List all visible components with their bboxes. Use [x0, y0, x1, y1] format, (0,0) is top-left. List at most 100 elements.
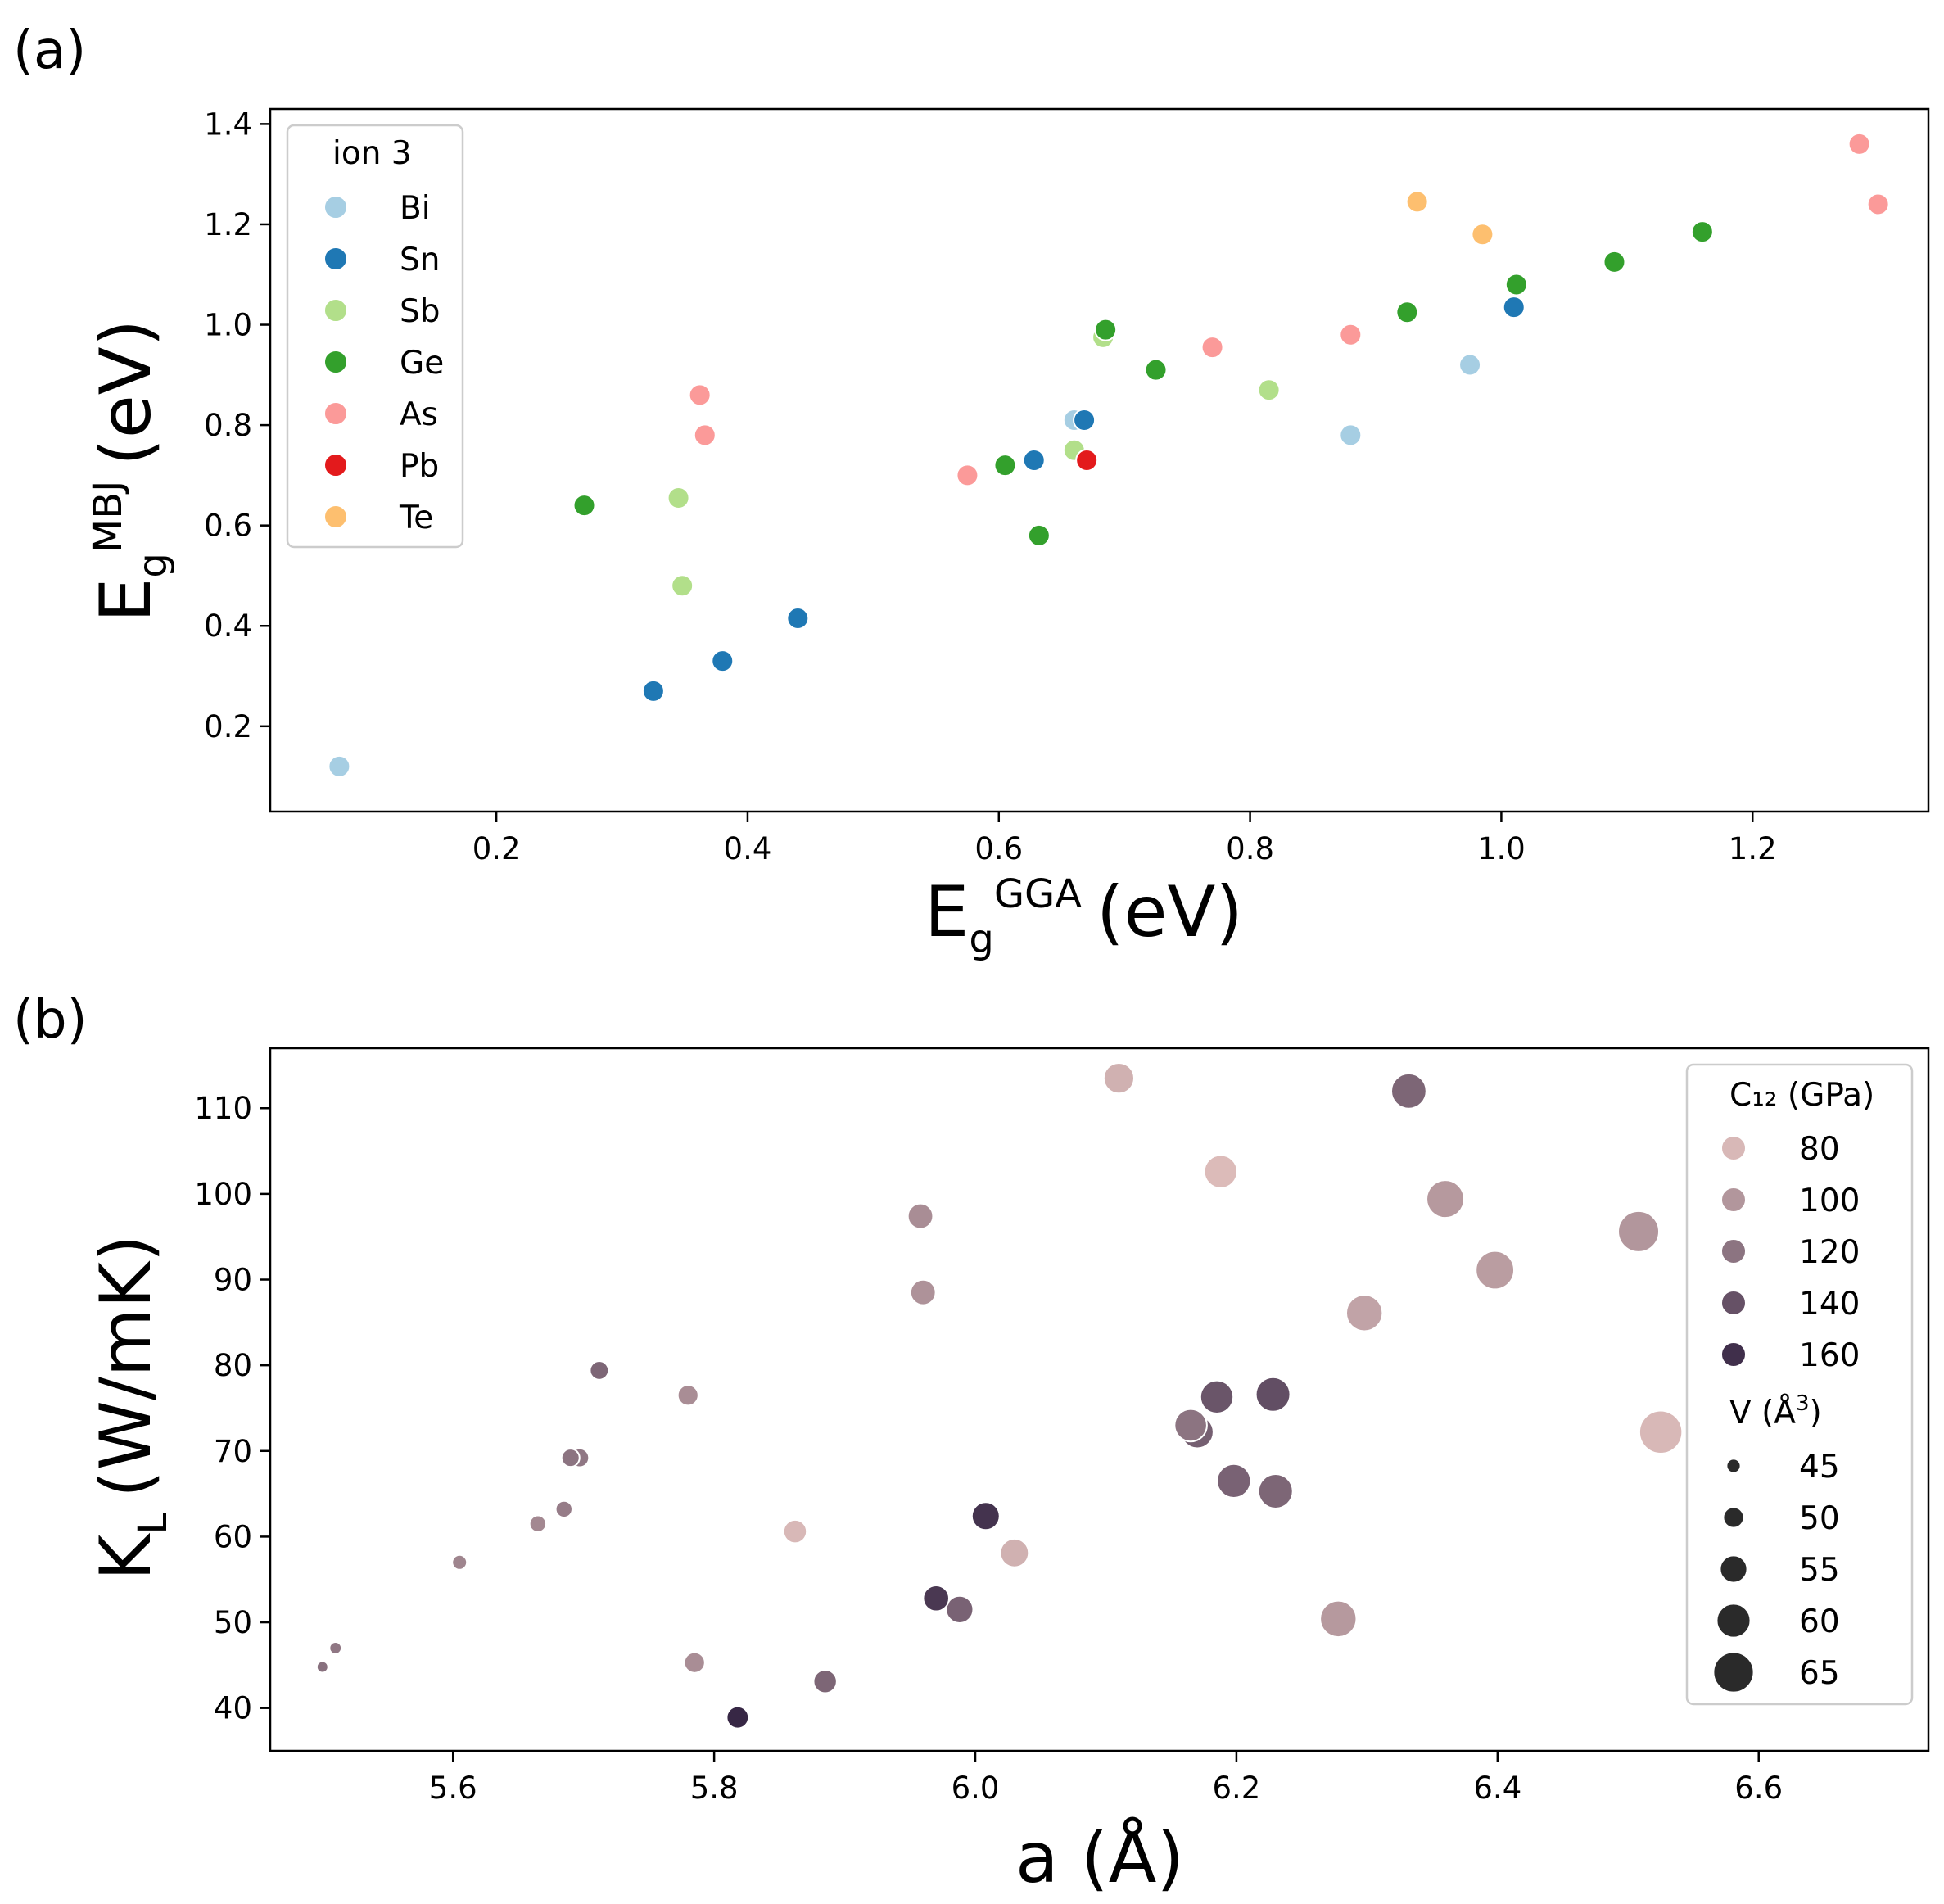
point-as	[1866, 192, 1890, 216]
panel-a-x-ticks: 0.2 0.4 0.6 0.8 1.0 1.2	[472, 812, 1777, 866]
panel-a-legend-title: ion 3	[332, 135, 412, 172]
panel-a-ylabel-base: E	[85, 578, 167, 622]
kl-point	[1102, 1062, 1136, 1095]
point-as	[693, 423, 717, 447]
point-as	[1200, 336, 1224, 360]
x-tick-label: 6.4	[1473, 1771, 1521, 1806]
size-legend-label: 65	[1799, 1655, 1840, 1692]
y-tick-label: 80	[214, 1348, 252, 1383]
legend-marker-bi	[323, 195, 348, 219]
panel-a-xlabel-sup: GGA	[994, 871, 1082, 917]
kl-point	[922, 1584, 950, 1612]
panel-a-xlabel-sub: g	[969, 916, 993, 962]
panel-a-legend: ion 3 Bi Sn Sb Ge As Pb Te	[286, 124, 464, 549]
point-bi	[328, 754, 351, 778]
y-tick-label: 1.2	[204, 207, 252, 242]
legend-marker-te	[323, 504, 348, 529]
point-sn	[1073, 408, 1096, 432]
kl-point	[1426, 1179, 1466, 1219]
panel-b-size-title-text: V (Å	[1729, 1393, 1796, 1431]
panel-a-ylabel-sub: g	[130, 553, 176, 577]
x-tick-label: 6.2	[1212, 1771, 1260, 1806]
panel-a-points	[328, 132, 1890, 778]
kl-point	[554, 1499, 573, 1519]
point-ge	[572, 494, 596, 518]
panel-a-plot-frame	[269, 107, 1930, 813]
x-tick-label: 0.4	[724, 831, 772, 866]
size-legend-marker	[1719, 1554, 1748, 1584]
panel-a-x-axis-label: EgGGA (eV)	[925, 871, 1243, 962]
panel-a: (a) 0.2 0.4 0.6 0.8 1.0 1.2 0.2 0.4 0.6 0.8 1.0 1.…	[13, 20, 1930, 962]
panel-a-legend-entries: Bi Sn Sb Ge As Pb Te	[323, 190, 444, 536]
panel-b-label: (b)	[13, 990, 88, 1051]
panel-a-y-axis-label: EgMBJ (eV)	[85, 319, 176, 622]
kl-point	[1257, 1472, 1294, 1509]
kl-point	[1173, 1408, 1208, 1443]
point-sb	[1257, 378, 1281, 402]
point-as	[1339, 323, 1363, 346]
point-as	[1847, 132, 1871, 156]
x-tick-label: 5.6	[429, 1771, 477, 1806]
panel-b: (b) 5.6 5.8 6.0 6.2 6.4 6.6 40 50 60 70 80 90 100 11…	[13, 990, 1930, 1899]
panel-a-xlabel-base: E	[925, 871, 969, 953]
kl-point	[906, 1202, 934, 1230]
panel-b-size-title-close: )	[1810, 1395, 1822, 1431]
point-sb	[671, 574, 694, 598]
hue-legend-marker	[1720, 1135, 1747, 1161]
panel-b-y-ticks: 40 50 60 70 80 90 100 110	[194, 1091, 270, 1726]
x-tick-label: 6.6	[1734, 1771, 1783, 1806]
kl-point	[999, 1537, 1030, 1568]
panel-a-label: (a)	[13, 20, 86, 81]
point-ge	[1395, 301, 1419, 324]
size-legend-label: 50	[1799, 1500, 1840, 1537]
point-sb	[667, 486, 690, 509]
kl-point	[726, 1705, 750, 1730]
y-tick-label: 110	[194, 1091, 252, 1126]
kl-point	[328, 1641, 343, 1655]
panel-b-legend: C₁₂ (GPa) 80 100 120 140 160 V (Å3) 45 50 55 60…	[1685, 1063, 1914, 1706]
kl-point	[812, 1669, 838, 1694]
y-tick-label: 0.8	[204, 408, 252, 443]
size-legend-marker	[1725, 1458, 1742, 1474]
y-tick-label: 70	[214, 1434, 252, 1469]
kl-point	[451, 1554, 468, 1571]
point-ge	[1027, 523, 1051, 547]
panel-b-size-title-sup: 3	[1796, 1391, 1810, 1416]
point-sn	[786, 607, 810, 631]
size-legend-label: 45	[1799, 1449, 1840, 1486]
point-ge	[1603, 250, 1626, 274]
panel-b-legend-box	[1685, 1063, 1914, 1706]
x-tick-label: 0.8	[1226, 831, 1274, 866]
point-te	[1471, 223, 1494, 246]
legend-marker-ge	[323, 350, 348, 374]
kl-point	[1638, 1409, 1684, 1454]
y-tick-label: 0.2	[204, 709, 252, 744]
kl-point	[528, 1514, 548, 1533]
point-ge	[1144, 358, 1168, 382]
kl-point	[1345, 1294, 1384, 1332]
kl-point	[1216, 1463, 1252, 1499]
panel-b-plot-frame	[269, 1047, 1930, 1752]
point-sn	[641, 679, 665, 703]
y-tick-label: 0.6	[204, 509, 252, 544]
panel-b-x-ticks: 5.6 5.8 6.0 6.2 6.4 6.6	[429, 1751, 1783, 1806]
point-sn	[1022, 449, 1046, 472]
panel-b-legend-size-entries: 45 50 55 60 65	[1712, 1449, 1840, 1694]
kl-point	[1203, 1154, 1238, 1189]
legend-label-pb: Pb	[400, 448, 439, 485]
panel-b-ylabel-base: K	[85, 1532, 167, 1581]
size-legend-marker	[1712, 1651, 1755, 1694]
legend-marker-pb	[323, 453, 348, 477]
y-tick-label: 100	[194, 1177, 252, 1212]
y-tick-label: 50	[214, 1605, 252, 1640]
hue-legend-label: 120	[1799, 1234, 1860, 1271]
kl-point	[1255, 1376, 1291, 1413]
size-legend-label: 60	[1799, 1603, 1840, 1640]
kl-point	[1617, 1210, 1661, 1253]
panel-b-y-axis-label: KL (W/mK)	[85, 1235, 176, 1581]
legend-label-sb: Sb	[400, 293, 441, 330]
kl-point	[945, 1594, 974, 1624]
kl-point	[1475, 1250, 1516, 1291]
hue-legend-label: 140	[1799, 1286, 1860, 1323]
